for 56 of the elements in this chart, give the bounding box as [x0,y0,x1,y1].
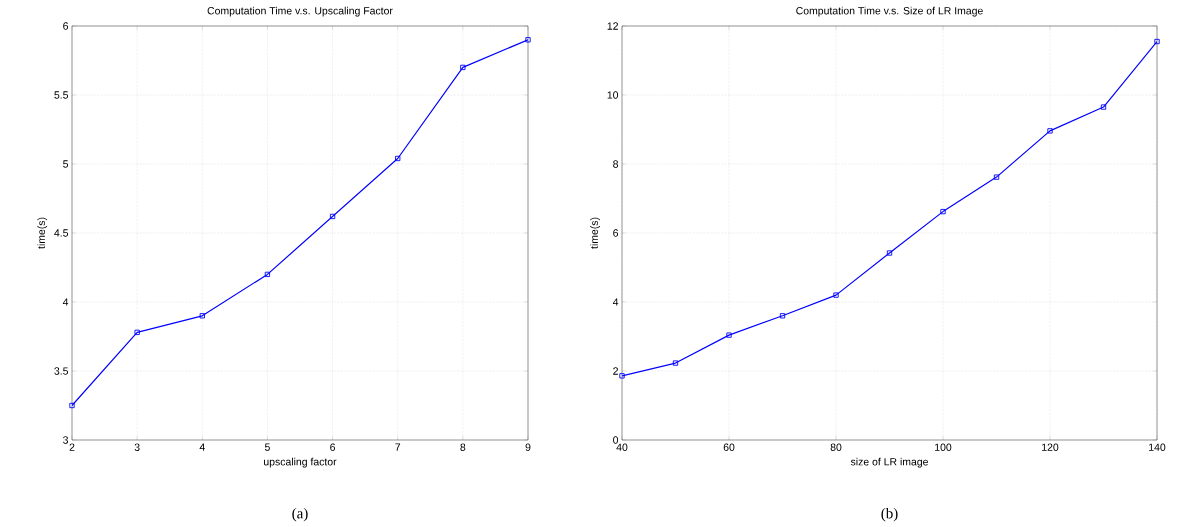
x-tick-label: 80 [830,443,842,451]
y-tick-label: 5.5 [54,91,69,99]
point [525,37,531,43]
point [726,332,732,338]
line-series [619,38,1160,379]
point [1047,128,1053,134]
x-tick-label: 5 [264,443,270,451]
x-tick-label: 140 [1149,443,1166,451]
point [395,155,401,162]
x-axis-title: upscaling factor [264,457,337,468]
x-tick-label: 7 [395,443,401,451]
y-tick-label: 8 [613,160,619,168]
point [329,213,336,220]
y-axis-title: time(s) [37,217,48,249]
point [69,402,75,409]
x-tick-label: 6 [330,443,336,451]
point [886,250,893,256]
y-tick-label: 12 [607,22,618,30]
x-axis-title: size of LR image [850,457,928,468]
point [134,329,140,335]
point [1100,104,1107,110]
x-tick-label: 8 [460,443,466,451]
x-tick-label: 60 [723,443,735,451]
y-tick-label: 3.5 [54,367,69,375]
y-tick-label: 4 [612,298,619,306]
point [672,360,679,366]
chart-title: Computation Time v.s. Size of LR Image [796,6,983,17]
y-tick-label: 3 [63,436,69,444]
x-tick-label: 2 [69,443,75,451]
y-tick-label: 2 [613,367,618,375]
point [460,64,466,71]
text: (b) [881,507,898,522]
x-tick-label: 3 [134,443,140,451]
point [199,313,205,319]
point [993,174,1000,180]
chart-title: Computation Time v.s. Upscaling Factor [207,6,393,17]
y-tick-label: 5 [63,160,69,168]
x-tick-label: 120 [1042,443,1059,451]
x-tick-label: 4 [199,443,205,451]
x-tick-label: 40 [616,443,628,451]
point [833,292,839,298]
y-tick-label: 6 [613,229,619,237]
text: (a) [292,507,308,522]
point [779,313,786,319]
y-axis-title: time(s) [590,217,601,249]
point [1154,38,1160,45]
point [619,373,625,379]
y-tick-label: 4 [62,298,69,306]
y-tick-label: 10 [607,91,619,99]
y-tick-label: 6 [63,22,69,30]
y-tick-label: 0 [613,436,619,444]
x-tick-label: 9 [525,443,531,451]
point [940,208,946,215]
y-tick-label: 4.5 [54,229,69,237]
point [264,271,271,278]
x-tick-label: 100 [935,443,952,451]
